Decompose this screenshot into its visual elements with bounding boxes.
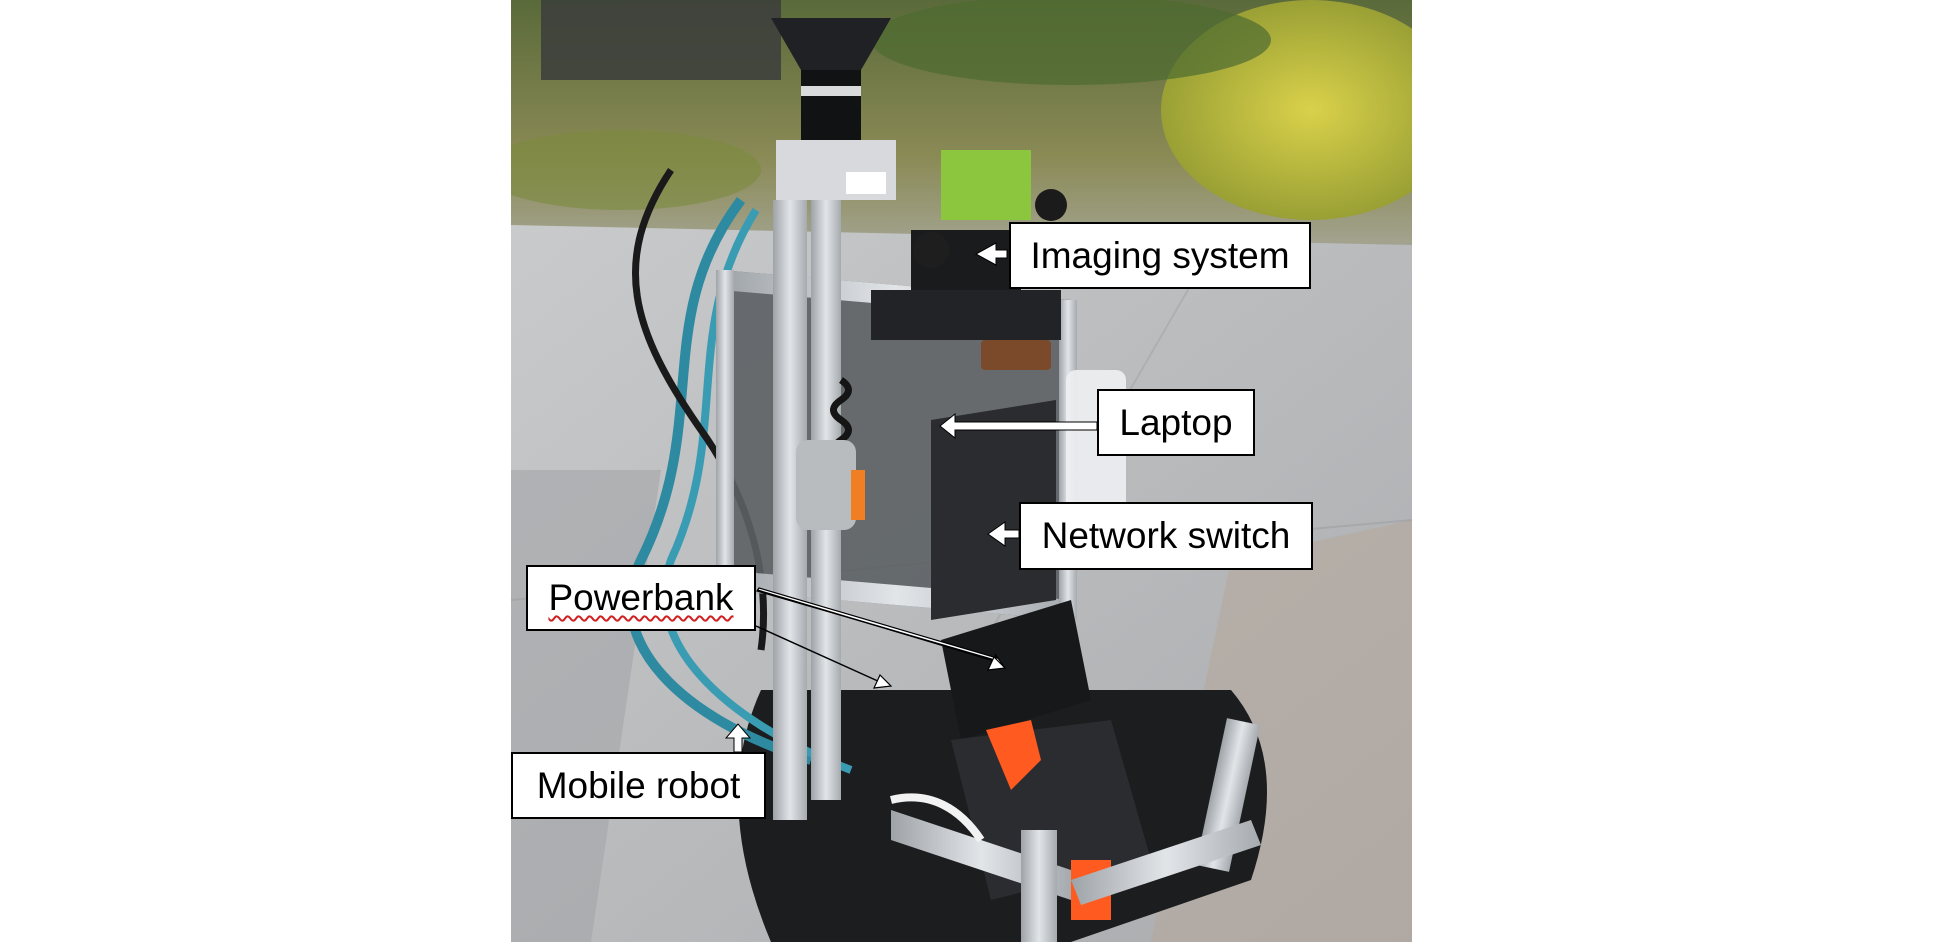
- label-powerbank: Powerbank: [526, 565, 756, 631]
- label-network-switch: Network switch: [1019, 502, 1313, 570]
- label-laptop: Laptop: [1097, 389, 1255, 456]
- label-network-switch-text: Network switch: [1041, 515, 1291, 556]
- label-mobile-robot-text: Mobile robot: [536, 764, 741, 806]
- label-laptop-text: Laptop: [1119, 401, 1233, 443]
- label-imaging-system-text: Imaging system: [1030, 234, 1290, 276]
- label-mobile-robot: Mobile robot: [511, 752, 766, 819]
- label-imaging-system: Imaging system: [1009, 222, 1311, 289]
- label-powerbank-text: Powerbank: [548, 577, 734, 618]
